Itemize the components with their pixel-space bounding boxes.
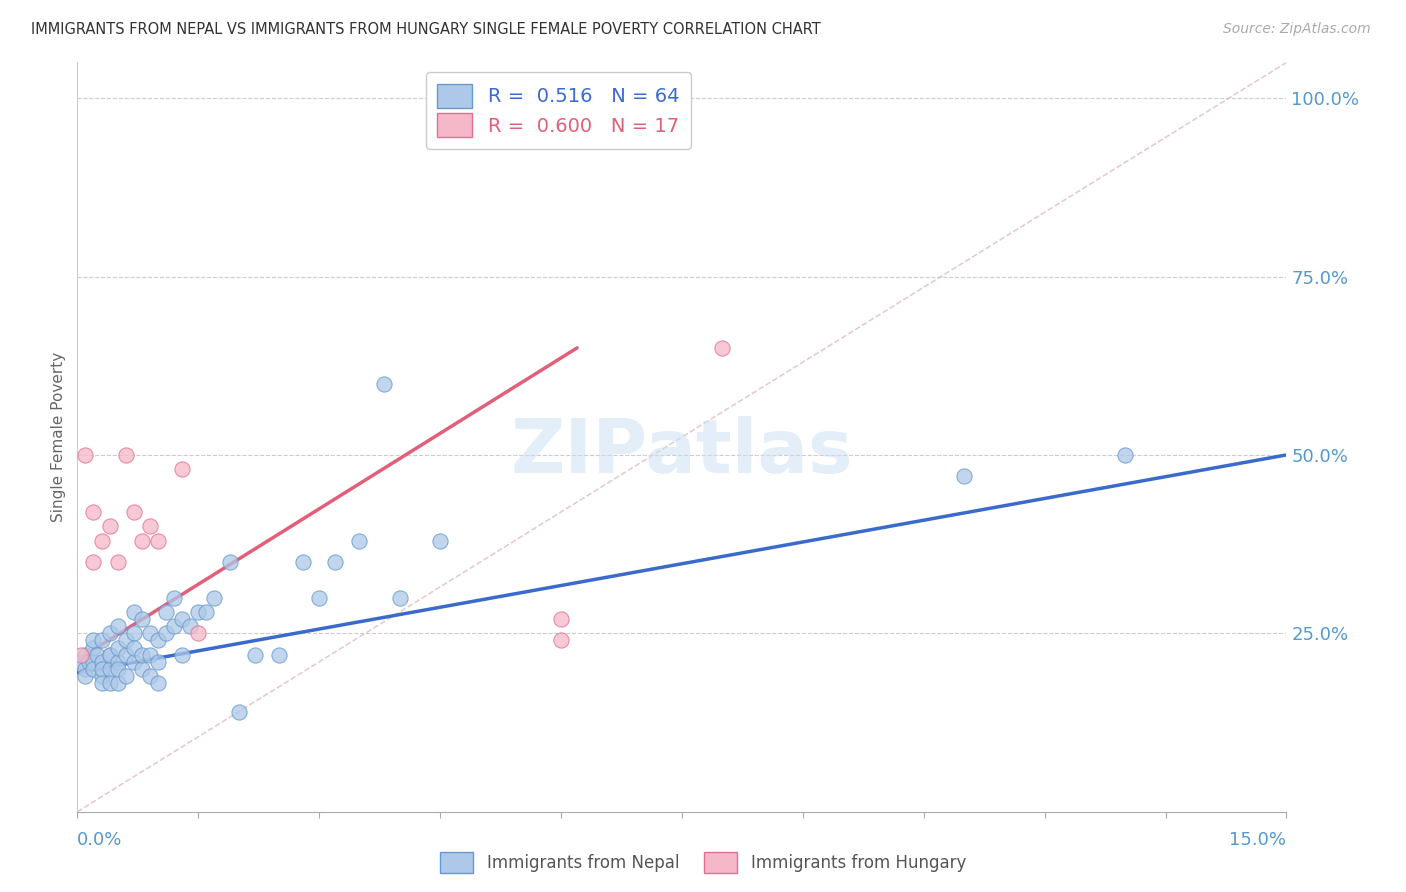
Point <box>107 662 129 676</box>
Point <box>349 533 371 548</box>
Point <box>172 462 194 476</box>
Point <box>155 626 177 640</box>
Point <box>70 655 93 669</box>
Point <box>267 648 290 662</box>
Point <box>122 605 145 619</box>
Point <box>131 662 153 676</box>
Point <box>550 612 572 626</box>
Point <box>107 655 129 669</box>
Point <box>139 669 162 683</box>
Point <box>98 626 121 640</box>
Point <box>131 612 153 626</box>
Text: 0.0%: 0.0% <box>77 831 122 849</box>
Point <box>75 448 97 462</box>
Point <box>122 626 145 640</box>
Point <box>146 533 169 548</box>
Point <box>131 533 153 548</box>
Point <box>953 469 976 483</box>
Point <box>90 533 112 548</box>
Point <box>139 626 162 640</box>
Point <box>114 648 136 662</box>
Point <box>82 505 104 519</box>
Point <box>90 662 112 676</box>
Point <box>1114 448 1136 462</box>
Point <box>75 669 97 683</box>
Point <box>550 633 572 648</box>
Text: ZIPatlas: ZIPatlas <box>510 416 853 489</box>
Point <box>146 676 169 690</box>
Point <box>122 505 145 519</box>
Point <box>114 633 136 648</box>
Point <box>187 626 209 640</box>
Point <box>292 555 315 569</box>
Point <box>139 519 162 533</box>
Point <box>155 605 177 619</box>
Point <box>82 655 104 669</box>
Point <box>202 591 225 605</box>
Point <box>373 376 395 391</box>
Point <box>98 676 121 690</box>
Point <box>82 662 104 676</box>
Point <box>70 648 93 662</box>
Text: Source: ZipAtlas.com: Source: ZipAtlas.com <box>1223 22 1371 37</box>
Point <box>82 640 104 655</box>
Point <box>163 591 186 605</box>
Point <box>75 648 97 662</box>
Point <box>75 662 97 676</box>
Point <box>82 633 104 648</box>
Text: IMMIGRANTS FROM NEPAL VS IMMIGRANTS FROM HUNGARY SINGLE FEMALE POVERTY CORRELATI: IMMIGRANTS FROM NEPAL VS IMMIGRANTS FROM… <box>31 22 821 37</box>
Point <box>107 555 129 569</box>
Point <box>429 533 451 548</box>
Point <box>98 519 121 533</box>
Point <box>107 619 129 633</box>
Point <box>195 605 218 619</box>
Point <box>114 669 136 683</box>
Point <box>79 655 101 669</box>
Point <box>139 648 162 662</box>
Y-axis label: Single Female Poverty: Single Female Poverty <box>51 352 66 522</box>
Point <box>90 669 112 683</box>
Legend: Immigrants from Nepal, Immigrants from Hungary: Immigrants from Nepal, Immigrants from H… <box>433 846 973 880</box>
Point <box>187 605 209 619</box>
Point <box>243 648 266 662</box>
Point <box>179 619 201 633</box>
Point <box>388 591 411 605</box>
Point <box>107 676 129 690</box>
Point <box>107 640 129 655</box>
Point <box>146 633 169 648</box>
Point <box>146 655 169 669</box>
Point <box>122 640 145 655</box>
Point <box>163 619 186 633</box>
Point <box>90 633 112 648</box>
Point <box>98 648 121 662</box>
Point <box>122 655 145 669</box>
Legend: R =  0.516   N = 64, R =  0.600   N = 17: R = 0.516 N = 64, R = 0.600 N = 17 <box>426 72 690 149</box>
Text: 15.0%: 15.0% <box>1229 831 1286 849</box>
Point <box>228 705 250 719</box>
Point <box>172 648 194 662</box>
Point <box>308 591 330 605</box>
Point <box>90 655 112 669</box>
Point <box>98 648 121 662</box>
Point <box>711 341 734 355</box>
Point <box>82 555 104 569</box>
Point <box>219 555 242 569</box>
Point <box>323 555 346 569</box>
Point <box>131 648 153 662</box>
Point <box>86 648 108 662</box>
Point <box>98 662 121 676</box>
Point <box>172 612 194 626</box>
Point <box>90 676 112 690</box>
Point <box>114 448 136 462</box>
